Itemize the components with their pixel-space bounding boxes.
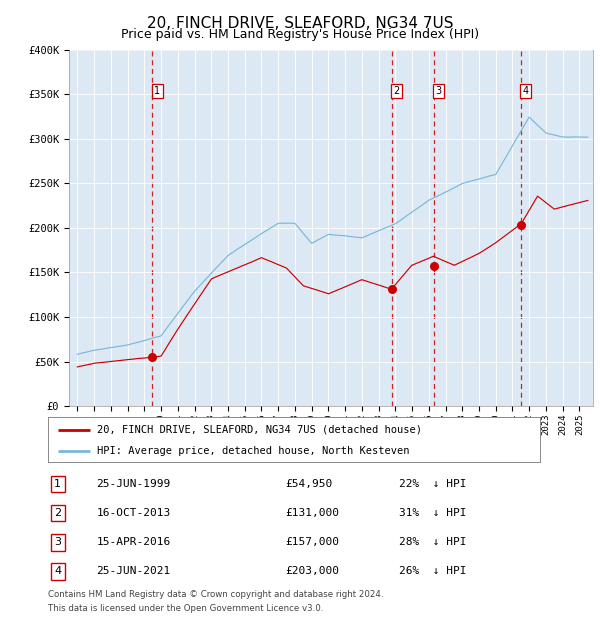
Text: £203,000: £203,000 [286, 566, 340, 577]
Text: 25-JUN-2021: 25-JUN-2021 [97, 566, 171, 577]
Text: 2: 2 [54, 508, 61, 518]
Text: 4: 4 [54, 566, 61, 577]
Text: 28%  ↓ HPI: 28% ↓ HPI [399, 537, 467, 547]
Text: 20, FINCH DRIVE, SLEAFORD, NG34 7US: 20, FINCH DRIVE, SLEAFORD, NG34 7US [147, 16, 453, 30]
Text: 25-JUN-1999: 25-JUN-1999 [97, 479, 171, 489]
Text: 3: 3 [436, 86, 442, 96]
Text: 3: 3 [54, 537, 61, 547]
Text: 20, FINCH DRIVE, SLEAFORD, NG34 7US (detached house): 20, FINCH DRIVE, SLEAFORD, NG34 7US (det… [97, 425, 422, 435]
Text: 31%  ↓ HPI: 31% ↓ HPI [399, 508, 467, 518]
Text: £54,950: £54,950 [286, 479, 333, 489]
Text: £157,000: £157,000 [286, 537, 340, 547]
Text: Contains HM Land Registry data © Crown copyright and database right 2024.: Contains HM Land Registry data © Crown c… [48, 590, 383, 600]
Text: This data is licensed under the Open Government Licence v3.0.: This data is licensed under the Open Gov… [48, 604, 323, 613]
Text: Price paid vs. HM Land Registry's House Price Index (HPI): Price paid vs. HM Land Registry's House … [121, 28, 479, 41]
Text: 4: 4 [522, 86, 529, 96]
Text: 16-OCT-2013: 16-OCT-2013 [97, 508, 171, 518]
Text: 2: 2 [394, 86, 400, 96]
Text: HPI: Average price, detached house, North Kesteven: HPI: Average price, detached house, Nort… [97, 446, 410, 456]
Text: 1: 1 [154, 86, 160, 96]
Text: 22%  ↓ HPI: 22% ↓ HPI [399, 479, 467, 489]
Text: 26%  ↓ HPI: 26% ↓ HPI [399, 566, 467, 577]
Text: 1: 1 [54, 479, 61, 489]
Text: £131,000: £131,000 [286, 508, 340, 518]
Text: 15-APR-2016: 15-APR-2016 [97, 537, 171, 547]
